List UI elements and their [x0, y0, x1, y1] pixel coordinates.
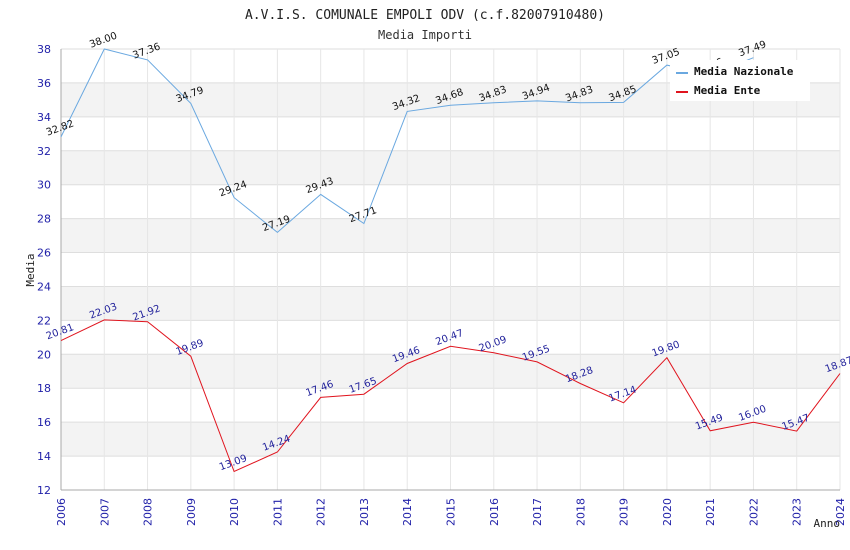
legend-box: [670, 60, 810, 101]
chart-title: A.V.I.S. COMUNALE EMPOLI ODV (c.f.820079…: [245, 8, 605, 23]
series-lines: [60, 48, 841, 473]
x-axis-label: Anno: [814, 517, 841, 530]
y-tick-label: 26: [37, 247, 51, 260]
data-label: 20.47: [434, 328, 465, 348]
data-label: 37.49: [737, 39, 768, 59]
x-tick-label: 2022: [747, 498, 760, 526]
x-tick-label: 2021: [704, 498, 717, 526]
legend: Media Nazionale Media Ente: [670, 60, 810, 101]
data-label: 38.00: [88, 31, 119, 51]
x-tick-label: 2018: [574, 498, 587, 526]
chart-subtitle: Media Importi: [378, 28, 472, 42]
y-tick-label: 16: [37, 416, 51, 429]
series-line-0: [60, 48, 754, 234]
y-tick-label: 30: [37, 179, 51, 192]
x-tick-label: 2020: [661, 498, 674, 526]
x-tick-label: 2007: [98, 498, 111, 526]
y-tick-label: 22: [37, 314, 51, 327]
x-tick-label: 2008: [142, 498, 155, 526]
y-tick-label: 28: [37, 213, 51, 226]
x-tick-label: 2011: [271, 498, 284, 526]
x-tick-label: 2012: [315, 498, 328, 526]
y-tick-label: 32: [37, 145, 51, 158]
y-tick-label: 12: [37, 484, 51, 497]
x-tick-label: 2013: [358, 498, 371, 526]
y-tick-label: 34: [37, 111, 51, 124]
x-tick-label: 2009: [185, 498, 198, 526]
x-tick-label: 2017: [531, 498, 544, 526]
legend-label-0: Media Nazionale: [694, 65, 794, 78]
y-tick-label: 14: [37, 450, 51, 463]
data-label: 37.36: [131, 41, 162, 61]
y-axis-label: Media: [24, 253, 37, 286]
x-tick-label: 2014: [401, 498, 414, 526]
data-label: 20.09: [478, 334, 509, 354]
legend-label-1: Media Ente: [694, 84, 761, 97]
x-tick-label: 2024: [834, 498, 847, 526]
x-tick-label: 2010: [228, 498, 241, 526]
axes: [60, 49, 840, 491]
data-label: 16.00: [737, 404, 768, 424]
y-tick-label: 36: [37, 77, 51, 90]
series-line-1: [60, 319, 841, 473]
x-tick-label: 2006: [55, 498, 68, 526]
y-ticks: 12 14 16 18 20 22 24 26 28 30 32 34 36 38: [37, 43, 51, 497]
grid-bands: [60, 48, 841, 491]
x-tick-label: 2023: [791, 498, 804, 526]
x-tick-label: 2016: [488, 498, 501, 526]
y-tick-label: 20: [37, 348, 51, 361]
y-tick-label: 18: [37, 382, 51, 395]
x-tick-label: 2019: [618, 498, 631, 526]
y-tick-label: 38: [37, 43, 51, 56]
x-tick-label: 2015: [445, 498, 458, 526]
x-ticks: 2006 2007 2008 2009 2010 2011 2012 2013 2014 2015…: [55, 498, 847, 526]
y-tick-label: 24: [37, 280, 51, 293]
